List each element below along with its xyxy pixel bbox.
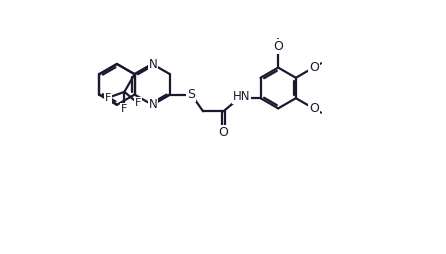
Text: O: O	[310, 61, 319, 74]
Text: HN: HN	[233, 90, 250, 103]
Text: F: F	[121, 104, 128, 114]
Text: N: N	[149, 98, 157, 111]
Text: S: S	[187, 88, 195, 101]
Text: O: O	[273, 40, 283, 53]
Text: F: F	[135, 98, 141, 108]
Text: O: O	[310, 102, 319, 115]
Text: F: F	[105, 93, 112, 103]
Text: O: O	[219, 126, 228, 139]
Text: N: N	[149, 58, 157, 71]
